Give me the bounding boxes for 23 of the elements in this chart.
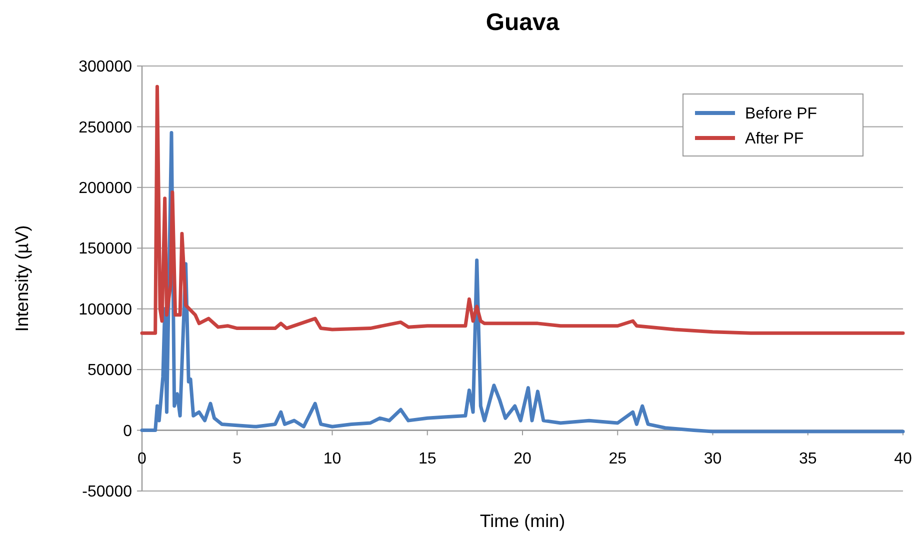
y-tick-label: 250000 [78, 119, 132, 136]
y-tick-label: 100000 [78, 301, 132, 318]
y-tick-label: 300000 [78, 58, 132, 76]
x-tick-label: 20 [514, 450, 532, 468]
x-tick-label: 5 [232, 450, 242, 468]
x-tick-label: 30 [704, 450, 722, 468]
x-tick-label: 0 [138, 450, 147, 468]
x-tick-label: 25 [608, 450, 627, 468]
legend-label: Before PF [745, 106, 818, 123]
y-tick-label: 50000 [88, 362, 132, 380]
x-axis-title: Time (min) [480, 511, 566, 531]
y-tick-label: -50000 [82, 484, 132, 501]
legend-label: After PF [745, 130, 804, 148]
x-tick-label: 15 [418, 450, 436, 468]
x-tick-label: 40 [894, 450, 912, 468]
y-tick-label: 200000 [78, 180, 132, 198]
y-tick-label: 0 [123, 422, 132, 440]
y-tick-label: 150000 [78, 240, 132, 258]
x-tick-label: 35 [798, 450, 817, 468]
chart-title: Guava [486, 9, 560, 36]
line-series [140, 84, 905, 335]
y-axis-title: Intensity (µV) [12, 225, 32, 332]
x-tick-label: 10 [323, 450, 342, 468]
